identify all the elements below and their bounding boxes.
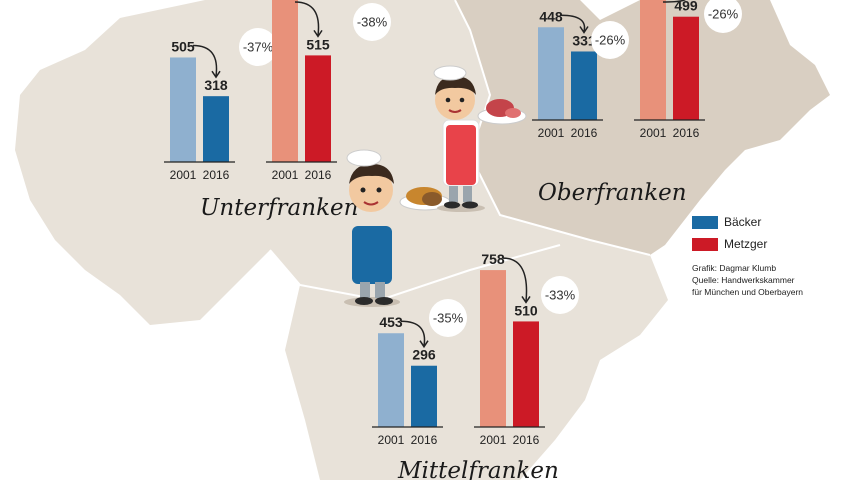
credit-line-kammer: für München und Oberbayern xyxy=(692,287,804,297)
bar-unterfranken-metzger-2001 xyxy=(272,0,298,162)
butcher-illustration xyxy=(433,65,527,212)
change-label-mittelfranken-metzger: -33% xyxy=(545,288,576,303)
region-label-oberfranken: Oberfranken xyxy=(538,180,687,206)
change-badge-mittelfranken-metzger xyxy=(541,276,579,314)
change-badge-oberfranken-metzger xyxy=(704,0,742,33)
bar-mittelfranken-metzger-2016 xyxy=(513,321,539,427)
legend: Bäcker Metzger xyxy=(692,211,767,255)
bar-mittelfranken-baecker-2001 xyxy=(378,333,404,427)
tick-label-unterfranken-baecker-2001: 2001 xyxy=(170,168,197,182)
arrow-oberfranken-metzger xyxy=(662,0,686,3)
tick-label-oberfranken-baecker-2016: 2016 xyxy=(571,126,598,140)
data-label-unterfranken-baecker-2001: 505 xyxy=(171,38,195,54)
change-badge-mittelfranken-baecker xyxy=(429,299,467,337)
legend-swatch-baecker xyxy=(692,215,718,229)
data-label-oberfranken-baecker-2001: 448 xyxy=(539,8,563,24)
bar-mittelfranken-metzger-2001 xyxy=(480,270,506,427)
arrowhead-unterfranken-metzger xyxy=(313,29,323,38)
data-label-mittelfranken-baecker-2001: 453 xyxy=(379,314,403,330)
legend-label-baecker: Bäcker xyxy=(724,215,762,229)
arrow-oberfranken-baecker xyxy=(560,14,586,32)
tick-label-unterfranken-metzger-2001: 2001 xyxy=(272,168,299,182)
arrowhead-oberfranken-baecker xyxy=(579,26,589,34)
data-label-unterfranken-baecker-2016: 318 xyxy=(204,77,228,93)
arrow-mittelfranken-baecker xyxy=(400,320,426,346)
credits: Grafik: Dagmar Klumb Quelle: Handwerkska… xyxy=(692,262,803,298)
change-label-mittelfranken-baecker: -35% xyxy=(433,311,464,326)
region-label-unterfranken: Unterfranken xyxy=(200,195,358,221)
legend-swatch-metzger xyxy=(692,237,718,251)
data-label-unterfranken-metzger-2016: 515 xyxy=(306,36,330,52)
arrowhead-mittelfranken-baecker xyxy=(419,340,429,349)
bar-oberfranken-baecker-2016 xyxy=(571,51,597,120)
arrow-mittelfranken-metzger xyxy=(502,257,528,302)
bar-mittelfranken-baecker-2016 xyxy=(411,365,437,427)
tick-label-mittelfranken-metzger-2016: 2016 xyxy=(513,433,540,447)
bar-oberfranken-baecker-2001 xyxy=(538,27,564,120)
arrowhead-unterfranken-baecker xyxy=(211,70,221,79)
arrowhead-mittelfranken-metzger xyxy=(521,296,531,304)
data-label-mittelfranken-metzger-2016: 510 xyxy=(514,302,538,318)
tick-label-mittelfranken-metzger-2001: 2001 xyxy=(480,433,507,447)
tick-label-mittelfranken-baecker-2001: 2001 xyxy=(378,433,405,447)
bar-unterfranken-baecker-2001 xyxy=(170,57,196,163)
legend-label-metzger: Metzger xyxy=(724,237,768,251)
tick-label-oberfranken-baecker-2001: 2001 xyxy=(538,126,565,140)
change-label-oberfranken-metzger: -26% xyxy=(708,7,739,22)
bar-unterfranken-metzger-2016 xyxy=(305,55,331,162)
region-label-mittelfranken: Mittelfranken xyxy=(397,458,559,480)
tick-label-unterfranken-baecker-2016: 2016 xyxy=(203,168,230,182)
arrow-unterfranken-metzger xyxy=(294,1,320,36)
charts-layer: 505 2001 318 2016 -37% 2001 515 2016 -38% 448 2001… xyxy=(164,0,742,447)
tick-label-oberfranken-metzger-2016: 2016 xyxy=(673,126,700,140)
bar-unterfranken-baecker-2016 xyxy=(203,96,229,162)
bar-oberfranken-metzger-2001 xyxy=(640,0,666,121)
tick-label-mittelfranken-baecker-2016: 2016 xyxy=(411,433,438,447)
legend-item-baecker: Bäcker xyxy=(692,211,767,233)
data-label-mittelfranken-metzger-2001: 758 xyxy=(481,251,505,267)
data-label-oberfranken-baecker-2016: 331 xyxy=(572,32,596,48)
change-badge-unterfranken-baecker xyxy=(239,28,277,66)
tick-label-oberfranken-metzger-2001: 2001 xyxy=(640,126,667,140)
arrow-unterfranken-baecker xyxy=(192,44,218,77)
legend-item-metzger: Metzger xyxy=(692,233,767,255)
data-label-oberfranken-metzger-2016: 499 xyxy=(674,0,698,14)
change-label-unterfranken-baecker: -37% xyxy=(243,40,274,55)
change-label-unterfranken-metzger: -38% xyxy=(357,15,388,30)
data-label-mittelfranken-baecker-2016: 296 xyxy=(412,347,436,363)
credit-line-quelle: Quelle: Handwerkskammer xyxy=(692,275,795,285)
bar-oberfranken-metzger-2016 xyxy=(673,16,699,120)
change-badge-unterfranken-metzger xyxy=(353,3,391,41)
tick-label-unterfranken-metzger-2016: 2016 xyxy=(305,168,332,182)
change-badge-oberfranken-baecker xyxy=(591,21,629,59)
change-label-oberfranken-baecker: -26% xyxy=(595,33,626,48)
credit-line-grafik: Grafik: Dagmar Klumb xyxy=(692,263,777,273)
